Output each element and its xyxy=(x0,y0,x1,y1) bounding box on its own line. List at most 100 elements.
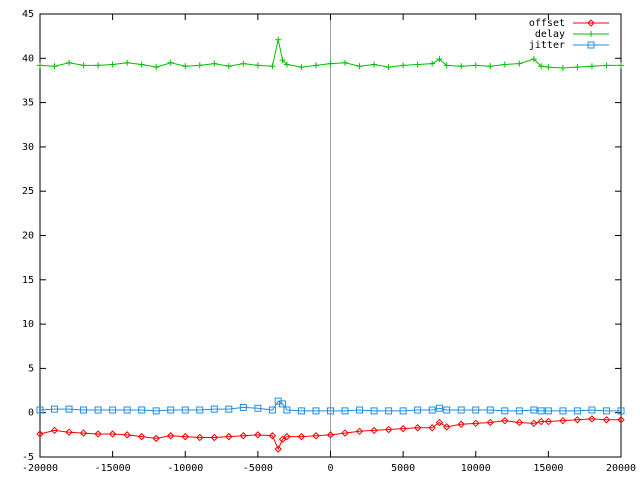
x-tick-label: 5000 xyxy=(391,463,415,474)
point xyxy=(385,64,392,71)
point xyxy=(196,406,204,414)
point xyxy=(298,64,305,71)
point xyxy=(559,65,566,72)
point xyxy=(108,430,117,438)
point xyxy=(94,430,102,438)
point xyxy=(211,60,218,67)
point xyxy=(210,405,218,413)
point xyxy=(371,61,378,68)
point xyxy=(326,431,335,439)
point xyxy=(138,61,145,68)
point xyxy=(94,406,102,414)
point xyxy=(254,404,262,412)
point xyxy=(574,64,581,71)
point xyxy=(602,407,610,415)
point xyxy=(617,416,625,424)
point xyxy=(80,406,88,414)
point xyxy=(167,432,175,440)
point xyxy=(268,406,276,414)
point xyxy=(587,41,595,49)
point xyxy=(283,406,291,414)
point xyxy=(312,432,320,440)
point xyxy=(240,60,247,67)
point xyxy=(278,435,287,443)
point xyxy=(275,36,282,43)
point xyxy=(587,19,595,27)
point xyxy=(457,406,465,414)
point xyxy=(414,406,422,414)
point xyxy=(225,63,232,70)
point xyxy=(153,64,160,71)
y-tick-label: 45 xyxy=(22,9,34,20)
y-tick-label: 10 xyxy=(22,319,34,330)
point xyxy=(442,423,451,431)
point xyxy=(538,63,545,70)
point xyxy=(79,429,88,437)
point xyxy=(370,426,378,435)
point xyxy=(279,57,286,64)
point xyxy=(312,407,320,415)
point xyxy=(617,407,625,415)
point xyxy=(152,407,160,415)
point xyxy=(384,425,393,434)
y-tick-label: 40 xyxy=(22,53,34,64)
x-tick-label: 0 xyxy=(327,463,333,474)
point xyxy=(501,61,508,68)
point xyxy=(618,62,624,69)
point xyxy=(181,432,189,441)
point xyxy=(341,429,349,437)
point xyxy=(544,417,553,426)
point xyxy=(501,416,509,425)
point xyxy=(544,407,552,415)
point xyxy=(537,417,545,426)
point xyxy=(516,60,523,67)
point xyxy=(196,62,203,69)
y-tick-label: 30 xyxy=(22,142,34,153)
y-tick-label: 25 xyxy=(22,186,34,197)
point xyxy=(123,431,131,439)
point xyxy=(181,406,189,414)
point xyxy=(428,406,436,414)
point xyxy=(530,406,538,414)
point xyxy=(400,62,407,69)
point xyxy=(210,433,219,442)
plot-frame xyxy=(39,13,622,458)
point xyxy=(436,56,443,63)
point xyxy=(588,63,595,70)
x-tick-label: 15000 xyxy=(533,463,563,474)
point xyxy=(65,428,73,436)
point xyxy=(443,406,451,414)
point xyxy=(167,59,174,66)
point xyxy=(356,63,363,70)
point xyxy=(559,416,567,425)
point xyxy=(268,432,277,440)
point xyxy=(283,61,290,68)
point xyxy=(239,432,248,440)
point xyxy=(370,407,378,415)
point xyxy=(50,426,59,435)
point xyxy=(254,62,261,69)
y-tick-label: 15 xyxy=(22,275,34,286)
point xyxy=(413,424,422,432)
point xyxy=(109,61,116,68)
point xyxy=(486,418,494,427)
point xyxy=(37,62,43,69)
point xyxy=(274,397,282,405)
point xyxy=(501,407,509,415)
point xyxy=(297,407,305,415)
y-tick-label: 5 xyxy=(28,363,34,374)
x-tick-label: -5000 xyxy=(243,463,273,474)
point xyxy=(274,445,282,453)
legend-label: jitter xyxy=(529,40,565,51)
point xyxy=(435,404,443,412)
point xyxy=(137,432,146,441)
point xyxy=(472,419,480,428)
point xyxy=(182,63,189,70)
point xyxy=(239,403,247,411)
point xyxy=(342,59,349,66)
point xyxy=(530,56,537,63)
x-tick-label: 20000 xyxy=(606,463,636,474)
point xyxy=(254,431,262,439)
point xyxy=(385,407,393,415)
